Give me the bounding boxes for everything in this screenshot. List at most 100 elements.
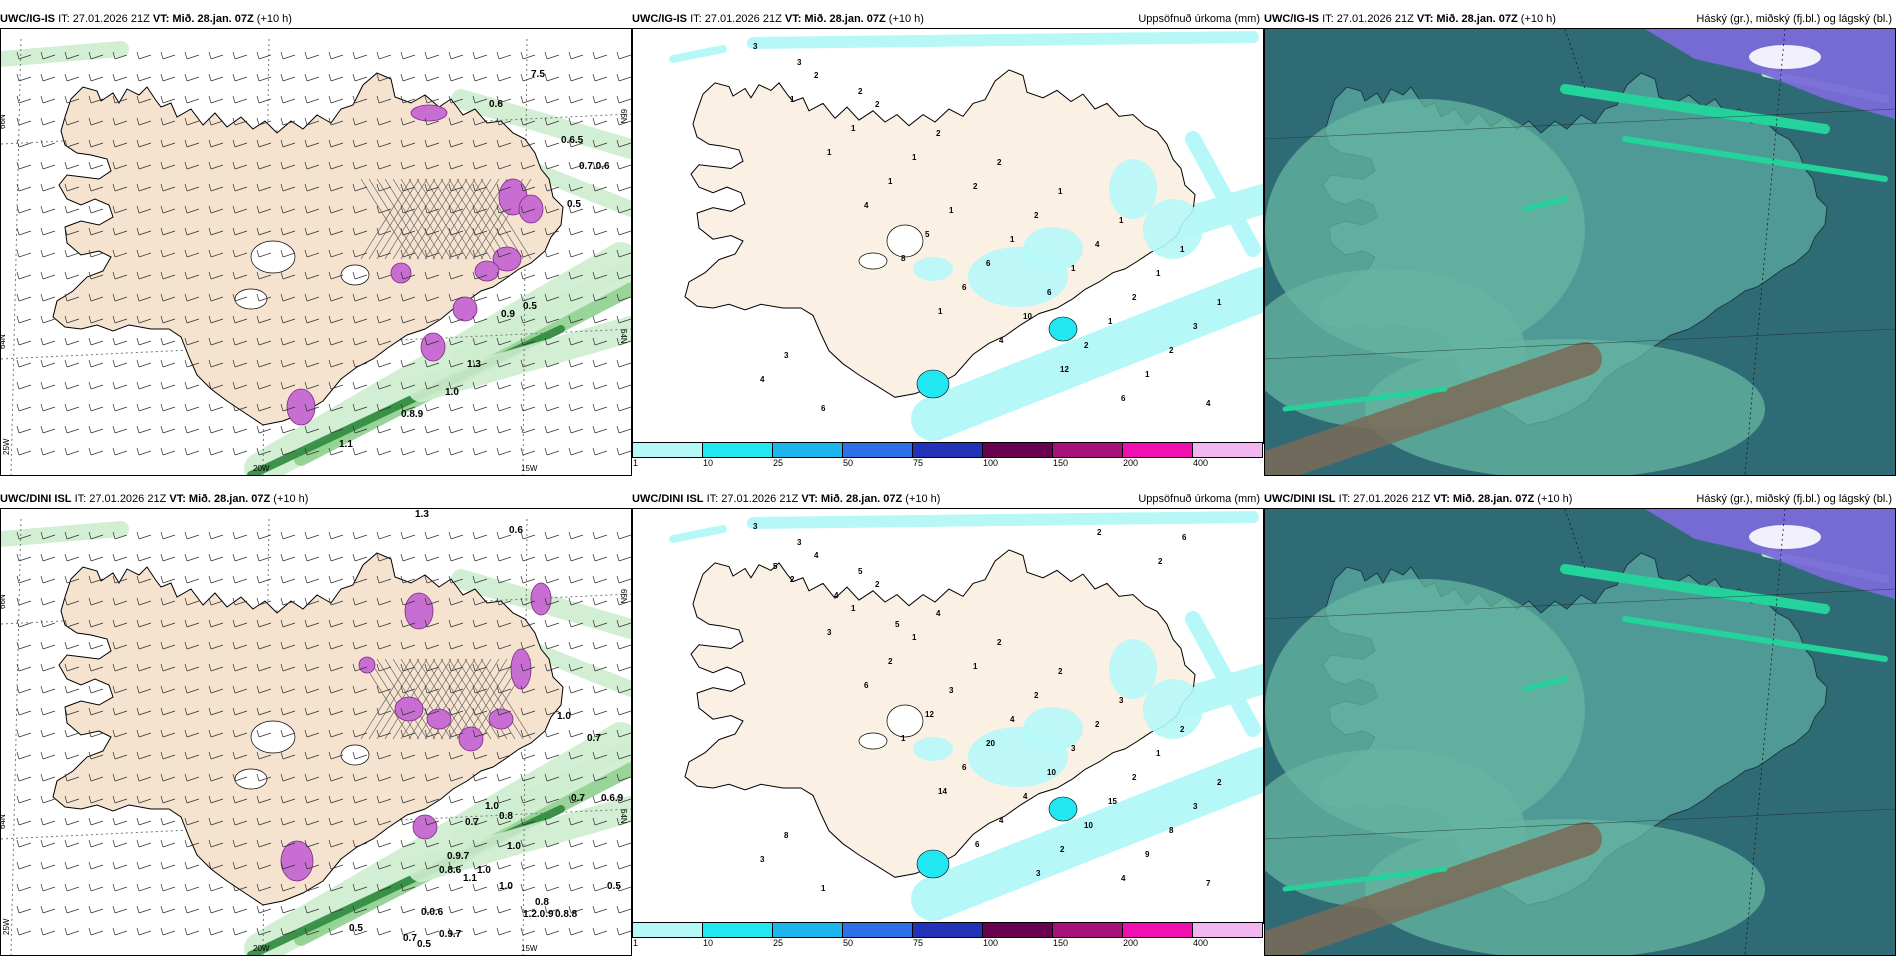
wind-barb — [136, 359, 152, 368]
snow-area — [410, 104, 448, 122]
wind-barb — [88, 685, 104, 694]
wind-barb — [520, 447, 536, 456]
colorbar-swatch — [912, 922, 983, 938]
hatch-line — [408, 658, 460, 740]
wind-barb — [568, 359, 584, 368]
wind-barb — [400, 575, 416, 584]
wind-barb — [304, 773, 320, 782]
wind-barb — [136, 337, 152, 346]
wind-barb — [184, 861, 200, 870]
precip-value-label: 1 — [1156, 269, 1161, 278]
wind-barb — [472, 575, 488, 584]
wind-barb — [472, 905, 488, 914]
precip-value-label: 10 — [1023, 312, 1032, 321]
wind-barb — [256, 883, 272, 892]
wind-barb — [88, 619, 104, 628]
wind-barb — [88, 425, 104, 434]
panel-title: UWC/IG-IS IT: 27.01.2026 21Z VT: Mið. 28… — [1264, 10, 1896, 28]
wind-barb — [400, 817, 416, 826]
wind-barb — [448, 861, 464, 870]
wind-barb — [136, 249, 152, 258]
wind-barb — [400, 337, 416, 346]
wind-barb — [160, 927, 176, 936]
wind-barb — [136, 795, 152, 804]
wind-barb — [400, 293, 416, 302]
precip-area — [1109, 639, 1157, 699]
wind-barb — [40, 425, 56, 434]
wind-barb — [376, 575, 392, 584]
precip-colorbar: 1 10 25 50 75 100 150 200 400 — [632, 442, 1264, 468]
longitude-line — [1564, 29, 1586, 90]
wind-barb — [544, 597, 560, 606]
wind-barb — [472, 707, 488, 716]
wind-streak — [450, 738, 631, 850]
valid-time: Mið. 28.jan. 07Z — [804, 13, 886, 25]
wind-barb — [592, 381, 608, 390]
wind-barbs — [16, 51, 631, 456]
wind-barb — [184, 531, 200, 540]
wind-barb — [112, 293, 128, 302]
snow-area — [474, 260, 500, 282]
wind-barb — [232, 773, 248, 782]
wind-barb — [352, 359, 368, 368]
wind-barb — [112, 597, 128, 606]
wind-barb — [304, 795, 320, 804]
wind-barb — [64, 403, 80, 412]
wind-barb — [328, 271, 344, 280]
precip-value-label: 2 — [875, 580, 880, 589]
wind-barb — [472, 315, 488, 324]
precip-value-label: 2 — [1169, 346, 1174, 355]
wind-barb — [112, 337, 128, 346]
wind-barb — [112, 839, 128, 848]
wind-barb — [568, 381, 584, 390]
wind-barb — [304, 553, 320, 562]
wind-barb — [304, 95, 320, 104]
wind-barb — [520, 315, 536, 324]
wind-barb — [472, 447, 488, 456]
wind-barb — [232, 707, 248, 716]
wind-barb — [40, 139, 56, 148]
wind-barb — [160, 839, 176, 848]
wind-barb — [376, 381, 392, 390]
wind-barb — [520, 597, 536, 606]
wind-barb — [520, 641, 536, 650]
wind-value-label: 0.7 — [465, 817, 479, 828]
wind-barb — [616, 51, 631, 60]
wind-value-label: 7.5 — [531, 69, 545, 80]
wind-value-label: 1.0 — [445, 387, 459, 398]
wind-barb — [592, 861, 608, 870]
wind-barb — [184, 315, 200, 324]
wind-barb — [184, 817, 200, 826]
wind-barb — [616, 381, 631, 390]
wind-barb — [568, 139, 584, 148]
wind-barb — [232, 553, 248, 562]
wind-barb — [40, 51, 56, 60]
glacier — [250, 240, 296, 274]
precip-value-label: 2 — [1058, 667, 1063, 676]
wind-barb — [352, 183, 368, 192]
wind-barb — [280, 729, 296, 738]
cloud-streak — [1622, 136, 1888, 182]
wind-barb — [616, 315, 631, 324]
wind-barb — [400, 227, 416, 236]
hatch-line — [368, 178, 420, 260]
wind-barb — [160, 575, 176, 584]
wind-barb — [160, 359, 176, 368]
wind-barb — [448, 773, 464, 782]
wind-value-label: 0.5 — [349, 923, 363, 934]
wind-barb — [352, 773, 368, 782]
wind-barb — [16, 205, 32, 214]
colorbar-tick: 400 — [1193, 938, 1209, 948]
wind-barb — [136, 641, 152, 650]
wind-barb — [448, 205, 464, 214]
wind-barb — [256, 729, 272, 738]
wind-barb — [376, 95, 392, 104]
wind-barb — [448, 927, 464, 936]
glacier — [250, 720, 296, 754]
snow-area — [458, 726, 484, 752]
wind-barb — [184, 51, 200, 60]
snow-area — [412, 814, 438, 840]
wind-barb — [448, 271, 464, 280]
snow-area — [492, 246, 522, 272]
panel-variable: Uppsöfnuð úrkoma (mm) — [1138, 13, 1260, 25]
